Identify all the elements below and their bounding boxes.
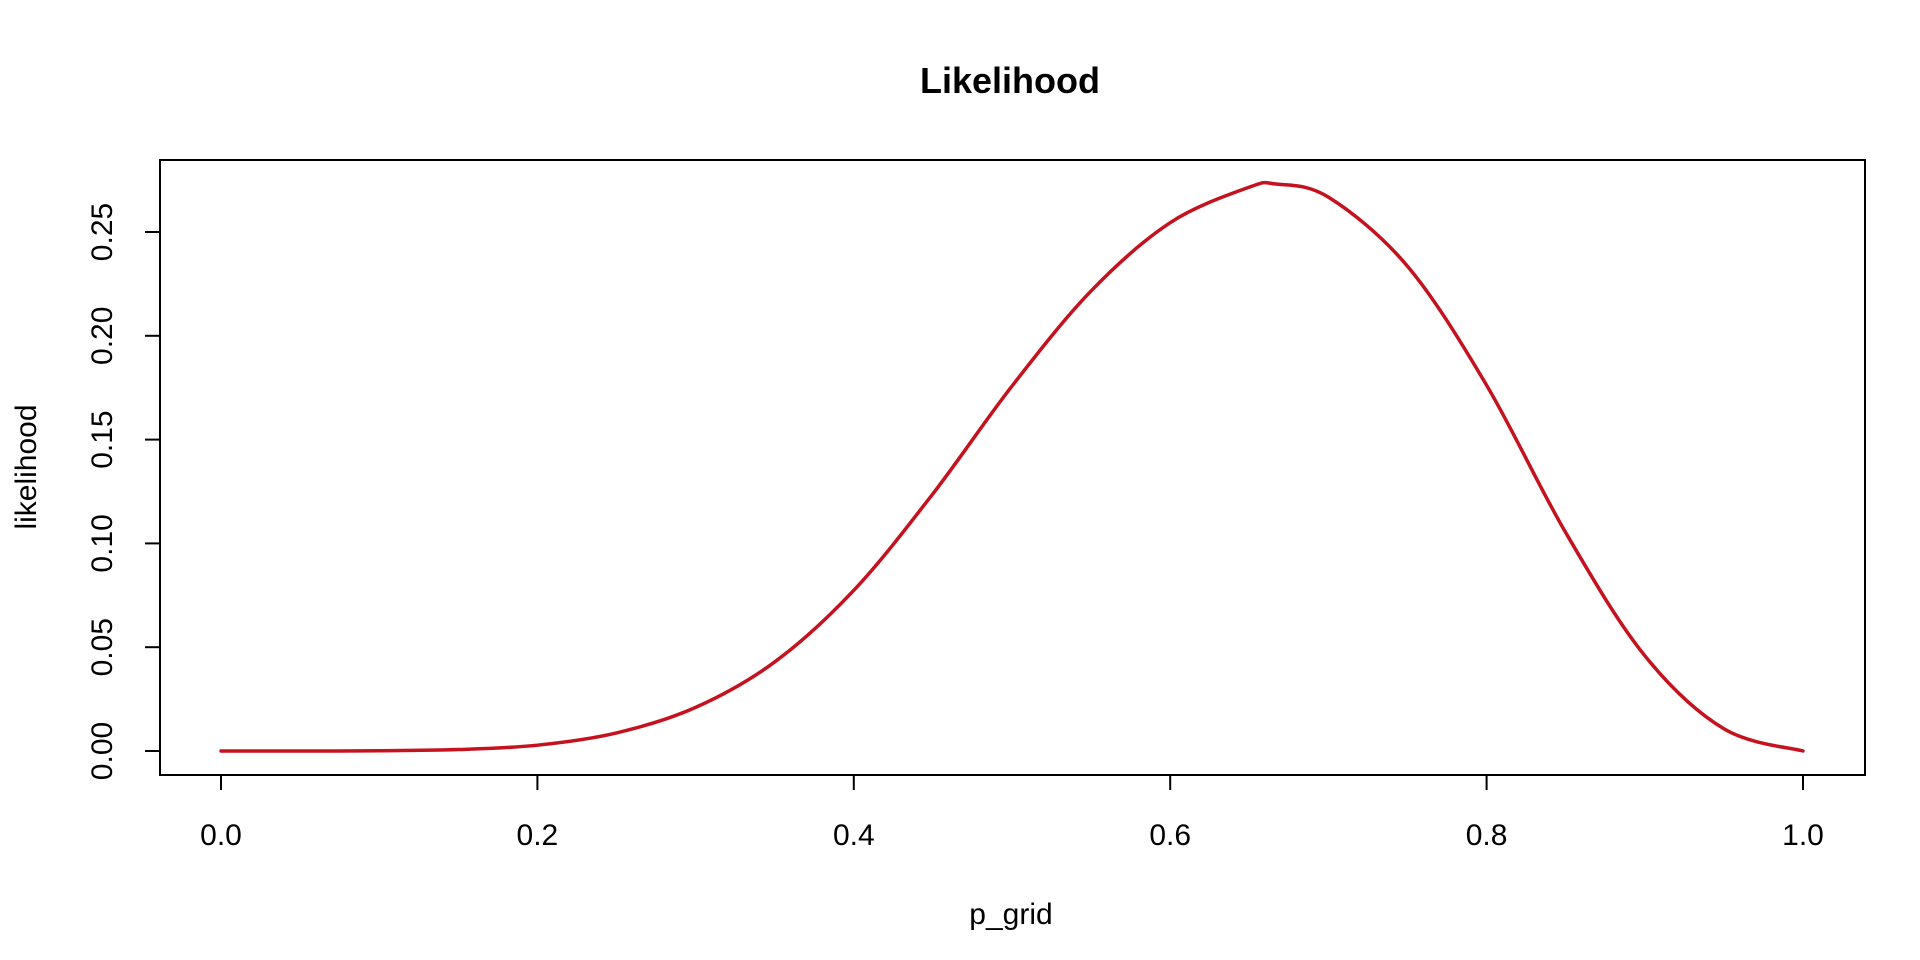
x-tick-label: 0.0 [200, 819, 242, 852]
y-axis-label: likelihood [10, 404, 43, 529]
x-tick-label: 0.2 [517, 819, 559, 852]
x-tick-label: 0.4 [833, 819, 875, 852]
y-tick-label: 0.00 [86, 722, 119, 780]
x-tick-label: 0.8 [1466, 819, 1508, 852]
y-tick-label: 0.15 [86, 410, 119, 468]
y-tick-label: 0.10 [86, 514, 119, 572]
x-tick-label: 1.0 [1782, 819, 1824, 852]
series-layer [219, 180, 1805, 753]
y-tick-label: 0.20 [86, 307, 119, 365]
y-tick-label: 0.05 [86, 618, 119, 676]
y-tick-label: 0.25 [86, 203, 119, 261]
x-axis: 0.0 0.2 0.4 0.6 0.8 1.0 [200, 774, 1824, 852]
x-tick-label: 0.6 [1149, 819, 1191, 852]
y-axis: 0.00 0.05 0.10 0.15 0.20 0.25 [86, 203, 161, 780]
likelihood-curve [219, 180, 1805, 753]
x-axis-label: p_grid [969, 898, 1052, 931]
chart-title: Likelihood [920, 60, 1100, 101]
plot-frame [159, 159, 1866, 776]
